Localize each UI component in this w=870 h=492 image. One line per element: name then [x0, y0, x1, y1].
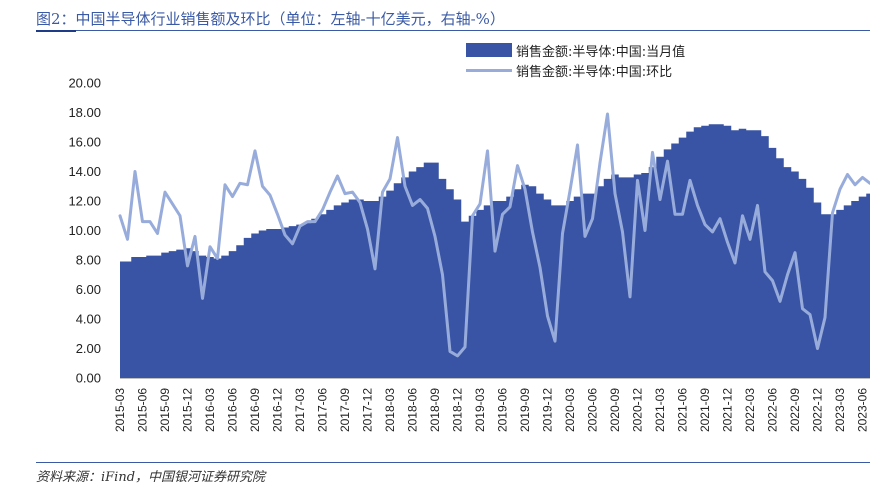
- source-note: 资料来源：iFind，中国银河证券研究院: [36, 470, 266, 485]
- x-tick-label: 2015-06: [136, 388, 150, 432]
- y-tick-label: 4.00: [76, 312, 101, 327]
- x-tick-label: 2023-03: [833, 388, 847, 432]
- x-tick-label: 2020-03: [563, 388, 577, 432]
- y-tick-label: 0.00: [76, 371, 101, 386]
- x-tick-label: 2018-09: [428, 388, 442, 432]
- x-tick-label: 2020-09: [608, 388, 622, 432]
- y-tick-label: 2.00: [76, 341, 101, 356]
- x-tick-label: 2016-06: [226, 388, 240, 432]
- x-tick-label: 2021-12: [721, 388, 735, 432]
- legend-label-line: 销售金额:半导体:中国:环比: [516, 64, 673, 80]
- x-tick-label: 2018-03: [383, 388, 397, 432]
- line-series-mom-change: [118, 112, 870, 358]
- x-tick-label: 2020-06: [586, 388, 600, 432]
- x-tick-label: 2015-12: [181, 388, 195, 432]
- x-tick-label: 2022-06: [766, 388, 780, 432]
- x-tick-label: 2016-03: [203, 388, 217, 432]
- x-tick-label: 2016-12: [271, 388, 285, 432]
- x-tick-label: 2015-09: [158, 388, 172, 432]
- y-tick-label: 12.00: [68, 194, 101, 209]
- legend-label-area: 销售金额:半导体:中国:当月值: [516, 44, 686, 60]
- x-tick-label: 2020-12: [631, 388, 645, 432]
- title-rule: [36, 30, 870, 31]
- source-rule: [36, 462, 870, 463]
- x-tick-label: 2016-09: [248, 388, 262, 432]
- x-tick-label: 2023-06: [856, 388, 870, 432]
- x-tick-label: 2017-12: [361, 388, 375, 432]
- y-tick-label: 20.00: [68, 76, 101, 91]
- y-tick-label: 10.00: [68, 223, 101, 238]
- x-tick-label: 2018-12: [451, 388, 465, 432]
- figure-title: 图2：中国半导体行业销售额及环比（单位：左轴-十亿美元，右轴-%）: [36, 10, 505, 28]
- x-tick-label: 2019-09: [518, 388, 532, 432]
- x-tick-label: 2017-03: [293, 388, 307, 432]
- legend-swatch-area: [466, 43, 512, 57]
- y-tick-label: 8.00: [76, 253, 101, 268]
- x-tick-label: 2015-03: [113, 388, 127, 432]
- x-tick-label: 2022-09: [788, 388, 802, 432]
- y-tick-label: 16.00: [68, 135, 101, 150]
- legend: 销售金额:半导体:中国:当月值 销售金额:半导体:中国:环比: [466, 40, 685, 80]
- y-tick-label: 14.00: [68, 164, 101, 179]
- legend-item-area: 销售金额:半导体:中国:当月值: [466, 40, 685, 60]
- x-tick-label: 2019-03: [473, 388, 487, 432]
- x-tick-label: 2017-06: [316, 388, 330, 432]
- x-tick-label: 2017-09: [338, 388, 352, 432]
- legend-item-line: 销售金额:半导体:中国:环比: [466, 60, 685, 80]
- x-tick-label: 2021-03: [653, 388, 667, 432]
- y-tick-label: 18.00: [68, 105, 101, 120]
- x-tick-label: 2018-06: [406, 388, 420, 432]
- y-tick-label: 6.00: [76, 282, 101, 297]
- x-tick-label: 2019-06: [496, 388, 510, 432]
- x-tick-label: 2019-12: [541, 388, 555, 432]
- x-tick-label: 2022-12: [811, 388, 825, 432]
- x-tick-label: 2021-09: [698, 388, 712, 432]
- x-tick-label: 2022-03: [743, 388, 757, 432]
- title-rule-accent: [36, 30, 76, 32]
- legend-swatch-line: [466, 68, 512, 72]
- x-tick-label: 2021-06: [676, 388, 690, 432]
